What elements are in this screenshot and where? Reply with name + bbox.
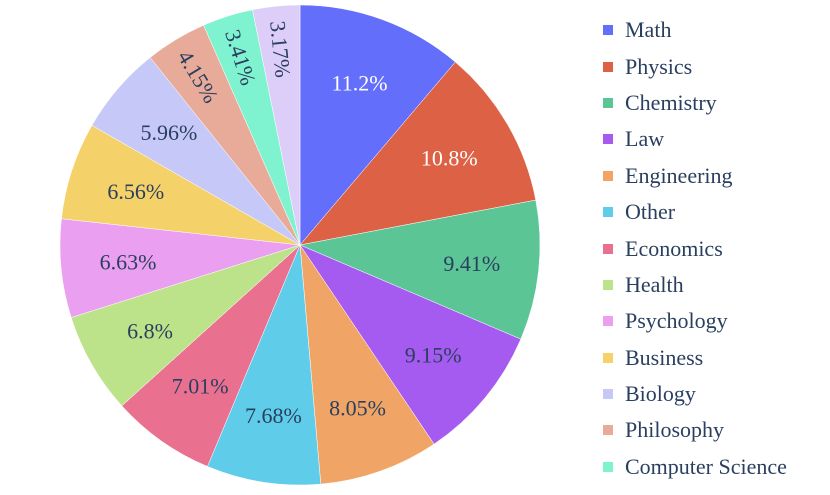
pie-slice-law[interactable] xyxy=(299,244,522,445)
pie-slice-other[interactable] xyxy=(207,244,322,486)
legend-swatch xyxy=(603,279,613,290)
pie-label-engineering: 8.05% xyxy=(329,395,386,420)
pie-label-history: 3.17% xyxy=(265,20,296,79)
legend-swatch xyxy=(603,389,613,400)
pie-slice-engineering[interactable] xyxy=(299,244,435,485)
legend-label: Biology xyxy=(625,381,696,407)
pie-label-physics: 10.8% xyxy=(421,146,478,171)
legend: Math Physics Chemistry Law Engineering Other E… xyxy=(603,12,787,485)
legend-swatch xyxy=(603,170,613,181)
pie-slices xyxy=(59,4,541,486)
legend-swatch xyxy=(603,207,613,218)
pie-label-health: 6.8% xyxy=(127,318,173,343)
legend-swatch xyxy=(603,97,613,108)
pie-slice-math[interactable] xyxy=(299,4,456,246)
pie-label-math: 11.2% xyxy=(332,70,388,95)
legend-label: Other xyxy=(625,199,676,225)
pie-chart: 11.2% 10.8% 9.41% 9.15% 8.05% 7.68% 7.01% 6.8% 6… xyxy=(59,4,541,486)
legend-item-computer-science[interactable]: Computer Science xyxy=(603,449,787,485)
legend-label: Business xyxy=(625,344,704,370)
legend-label: Computer Science xyxy=(625,453,787,479)
pie-label-other: 7.68% xyxy=(245,403,302,428)
pie-label-business: 6.56% xyxy=(107,179,164,204)
pie-slice-economics[interactable] xyxy=(121,244,301,467)
legend-swatch xyxy=(603,316,613,327)
legend-label: Chemistry xyxy=(625,89,717,115)
legend-swatch xyxy=(603,461,613,472)
pie-slice-physics[interactable] xyxy=(299,61,537,246)
legend-label: Economics xyxy=(625,235,723,261)
pie-label-chemistry: 9.41% xyxy=(443,251,500,276)
pie-label-biology: 5.96% xyxy=(140,120,197,145)
legend-item-law[interactable]: Law xyxy=(603,121,787,157)
legend-swatch xyxy=(603,352,613,363)
pie-label-law: 9.15% xyxy=(405,343,462,368)
legend-item-economics[interactable]: Economics xyxy=(603,230,787,266)
legend-item-engineering[interactable]: Engineering xyxy=(603,158,787,194)
legend-item-philosophy[interactable]: Philosophy xyxy=(603,412,787,448)
legend-item-health[interactable]: Health xyxy=(603,267,787,303)
legend-item-psychology[interactable]: Psychology xyxy=(603,303,787,339)
legend-item-math[interactable]: Math xyxy=(603,12,787,48)
legend-item-other[interactable]: Other xyxy=(603,194,787,230)
legend-swatch xyxy=(603,243,613,254)
legend-label: Health xyxy=(625,271,684,297)
legend-item-physics[interactable]: Physics xyxy=(603,48,787,84)
legend-label: Physics xyxy=(625,53,693,79)
legend-swatch xyxy=(603,134,613,145)
legend-swatch xyxy=(603,61,613,72)
pie-slice-chemistry[interactable] xyxy=(299,199,541,340)
legend-label: Law xyxy=(625,126,665,152)
legend-label: Psychology xyxy=(625,308,728,334)
legend-label: Philosophy xyxy=(625,417,725,443)
legend-item-chemistry[interactable]: Chemistry xyxy=(603,85,787,121)
pie-slice-history[interactable] xyxy=(252,4,301,246)
legend-item-business[interactable]: Business xyxy=(603,340,787,376)
legend-item-biology[interactable]: Biology xyxy=(603,376,787,412)
legend-label: Math xyxy=(625,17,672,43)
legend-label: Engineering xyxy=(625,162,733,188)
pie-labels: 11.2% 10.8% 9.41% 9.15% 8.05% 7.68% 7.01% 6.8% 6… xyxy=(100,20,501,429)
pie-label-economics: 7.01% xyxy=(172,374,229,399)
legend-swatch xyxy=(603,25,613,36)
pie-label-psychology: 6.63% xyxy=(100,250,157,275)
legend-swatch xyxy=(603,425,613,436)
